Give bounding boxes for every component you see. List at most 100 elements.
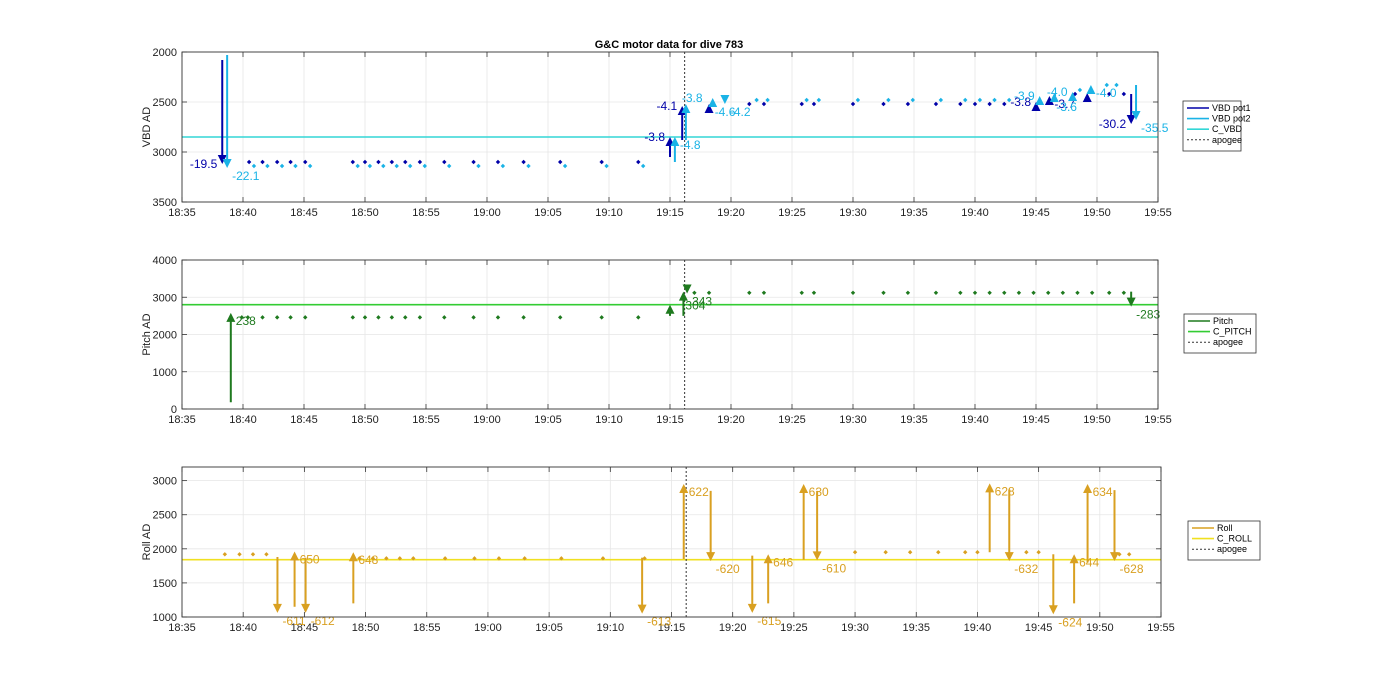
arrow-head: [290, 551, 300, 561]
arrow-head: [1083, 484, 1093, 494]
arrow-head: [217, 155, 227, 164]
data-point: [521, 315, 526, 320]
data-point: [886, 97, 891, 103]
arrow-head: [704, 104, 714, 113]
y-tick-label: 3500: [153, 197, 177, 209]
data-point: [811, 290, 817, 295]
data-point: [522, 556, 527, 561]
data-point: [1089, 290, 1095, 295]
data-point: [355, 163, 360, 169]
arrow-head: [1048, 605, 1058, 615]
x-tick-label: 19:00: [474, 622, 502, 634]
data-point: [1121, 91, 1127, 97]
arrow-head: [681, 104, 691, 113]
data-point: [761, 101, 767, 107]
data-point: [422, 163, 427, 169]
arrow-head: [763, 554, 773, 564]
x-tick-label: 19:00: [473, 207, 501, 219]
arrow-head: [637, 604, 647, 614]
arrow-head: [222, 159, 232, 168]
x-tick-label: 18:35: [168, 414, 196, 426]
arrow-label: 648: [358, 553, 378, 567]
data-point: [394, 163, 399, 169]
data-point: [362, 315, 368, 320]
data-point: [496, 556, 502, 561]
data-point: [397, 556, 403, 561]
data-point: [933, 101, 939, 107]
data-point: [260, 315, 265, 320]
arrow-label: -4.8: [680, 138, 701, 152]
arrow-label: 304: [685, 299, 705, 313]
data-point: [558, 315, 563, 320]
data-point: [500, 163, 506, 169]
data-point: [442, 556, 448, 561]
data-point: [905, 290, 911, 295]
data-point: [350, 315, 355, 320]
arrow-head: [679, 484, 689, 494]
x-tick-label: 19:55: [1144, 414, 1172, 426]
x-tick-label: 19:15: [656, 414, 684, 426]
x-tick-label: 18:45: [290, 207, 318, 219]
arrow-label: -30.2: [1099, 117, 1127, 131]
data-point: [963, 97, 968, 103]
legend-entry: VBD pot2: [1212, 114, 1251, 124]
arrow-label: -4.2: [730, 105, 751, 119]
arrow-label: -4.1: [657, 99, 678, 113]
data-point: [376, 159, 381, 165]
data-point: [799, 101, 804, 107]
x-tick-label: 18:55: [412, 414, 440, 426]
y-axis-label: Pitch AD: [141, 313, 153, 355]
y-tick-label: 2500: [153, 97, 177, 109]
data-point: [222, 552, 228, 557]
x-tick-label: 19:10: [595, 414, 623, 426]
data-point: [367, 163, 373, 169]
data-point: [362, 159, 368, 165]
data-point: [476, 163, 481, 169]
data-point: [1104, 82, 1109, 88]
arrow-head: [1109, 552, 1119, 562]
x-tick-label: 19:25: [780, 622, 808, 634]
arrow-label: -3.6: [1056, 100, 1077, 114]
arrow-head: [1044, 96, 1054, 105]
legend-entry: apogee: [1217, 544, 1247, 554]
data-point: [972, 290, 978, 295]
x-tick-label: 19:10: [597, 622, 625, 634]
arrow-label: -613: [647, 615, 671, 629]
data-point: [987, 290, 992, 295]
data-point: [799, 290, 804, 295]
data-point: [260, 159, 265, 165]
data-point: [1072, 91, 1078, 97]
x-tick-label: 19:45: [1025, 622, 1053, 634]
arrow-head: [1069, 554, 1079, 564]
arrow-head: [1031, 102, 1041, 111]
data-point: [307, 163, 313, 169]
data-point: [636, 315, 641, 320]
x-tick-label: 18:50: [351, 207, 379, 219]
arrow-label: 343: [692, 295, 712, 309]
x-tick-label: 19:50: [1083, 414, 1111, 426]
arrow-label: -4.6: [715, 105, 736, 119]
data-point: [245, 315, 251, 320]
data-point: [442, 159, 447, 165]
arrow-head: [301, 603, 311, 613]
x-tick-label: 19:30: [839, 207, 867, 219]
data-point: [1024, 550, 1029, 555]
x-tick-label: 19:50: [1083, 207, 1111, 219]
arrow-label: -610: [822, 561, 846, 575]
data-point: [389, 315, 395, 320]
data-point: [1107, 91, 1112, 97]
x-tick-label: 19:45: [1022, 207, 1050, 219]
data-point: [376, 315, 381, 320]
data-point: [850, 290, 856, 295]
arrow-label: 238: [236, 314, 256, 328]
data-point: [293, 163, 298, 169]
data-point: [881, 290, 886, 295]
data-point: [265, 163, 270, 169]
data-point: [881, 101, 886, 107]
arrow-label: 646: [773, 555, 793, 569]
x-tick-label: 19:50: [1086, 622, 1114, 634]
y-axis-label: Roll AD: [141, 524, 153, 561]
arrow-head: [226, 312, 236, 322]
data-point: [747, 290, 752, 295]
